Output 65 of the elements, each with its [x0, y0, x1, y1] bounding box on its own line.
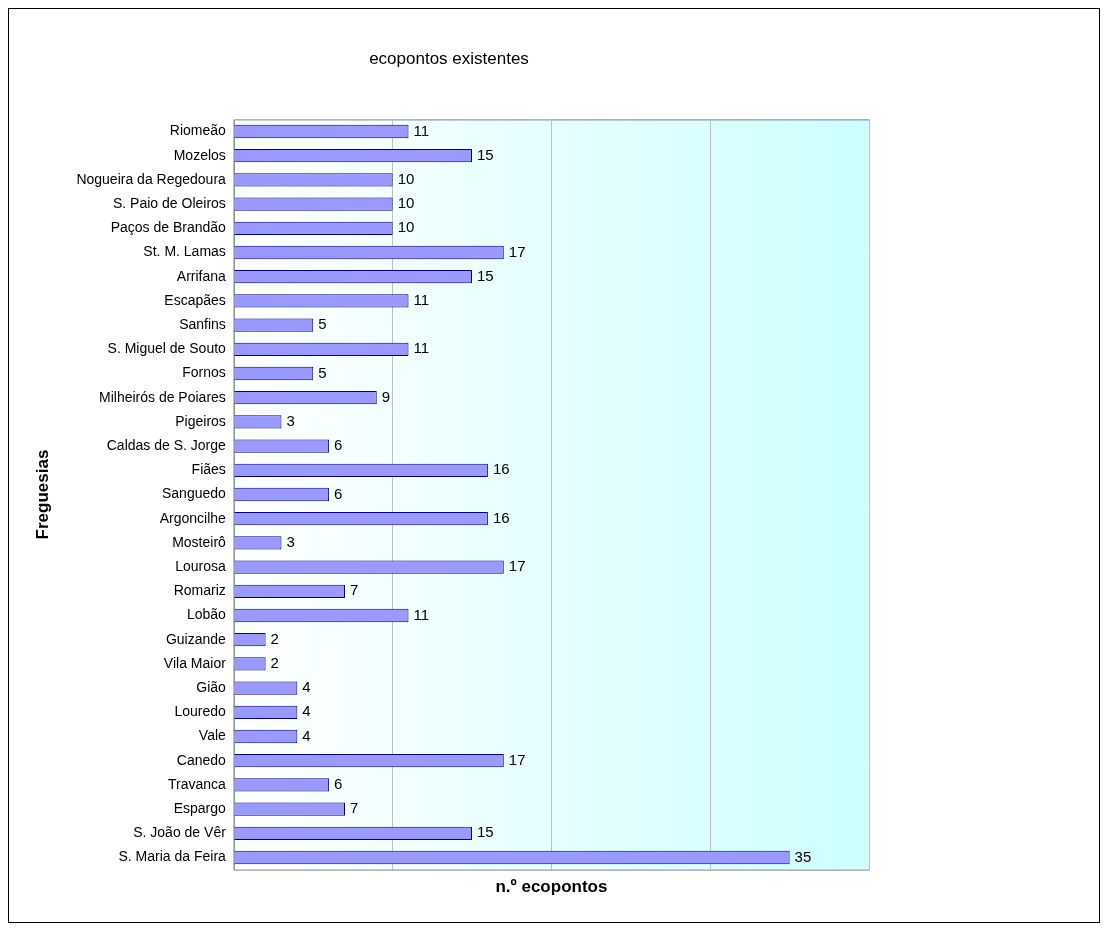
x-axis-title: n.º ecopontos	[495, 877, 608, 897]
data-label: 5	[318, 315, 327, 333]
data-label: 3	[286, 533, 295, 551]
y-tick-label: Lobão	[186, 606, 227, 623]
y-tick-label: Mozelos	[173, 146, 226, 163]
y-tick-label: Lourosa	[175, 557, 227, 574]
y-tick-label: Travanca	[168, 775, 227, 792]
data-label: 10	[397, 218, 415, 236]
data-label: 5	[318, 363, 327, 381]
data-label: 4	[302, 702, 311, 720]
y-tick-label: S. João de Vêr	[133, 824, 227, 841]
data-label: 9	[381, 387, 391, 405]
y-tick-label: Paços de Brandão	[110, 219, 227, 236]
y-tick-label: Vila Maior	[163, 654, 227, 671]
data-label: 35	[794, 847, 812, 865]
y-tick-label: Mosteirô	[172, 533, 227, 550]
y-tick-label: Gião	[196, 678, 227, 695]
data-label: 7	[349, 581, 359, 599]
y-tick-label: Vale	[198, 727, 227, 744]
y-tick-label: Milheirós de Poiares	[99, 388, 226, 405]
y-tick-label: Fornos	[182, 364, 226, 381]
y-tick-label: Sanfins	[179, 315, 226, 332]
y-tick-label: Sanguedo	[162, 485, 227, 502]
data-label: 4	[302, 678, 311, 696]
data-label: 17	[508, 242, 526, 260]
data-label: 17	[508, 750, 526, 768]
data-label: 6	[334, 775, 343, 793]
data-label: 6	[334, 484, 343, 502]
y-tick-label: S. Miguel de Souto	[107, 340, 227, 357]
y-tick-label: S. Paio de Oleiros	[113, 194, 226, 211]
data-label: 3	[286, 412, 295, 430]
y-tick-label: Escapães	[164, 291, 226, 308]
chart-title: ecopontos existentes	[369, 48, 529, 68]
y-axis-title: Freguesias	[32, 449, 52, 540]
data-label: 16	[492, 508, 510, 526]
data-label: 15	[477, 266, 494, 284]
data-label: 6	[334, 436, 343, 454]
y-tick-label: Caldas de S. Jorge	[106, 436, 227, 453]
y-tick-label: Espargo	[173, 799, 227, 816]
y-tick-label: Argoncilhe	[159, 509, 227, 526]
data-label: 15	[477, 145, 494, 163]
y-tick-label: Pigeiros	[175, 412, 226, 429]
data-label: 10	[397, 170, 415, 188]
data-label: 10	[397, 194, 415, 212]
y-tick-label: Guizande	[165, 630, 227, 647]
data-label: 11	[413, 605, 430, 623]
y-tick-label: Arrifana	[176, 267, 227, 284]
data-label: 11	[413, 339, 430, 357]
data-label: 11	[413, 291, 430, 309]
y-tick-label: Canedo	[176, 751, 227, 768]
y-tick-label: Riomeão	[169, 122, 227, 139]
y-tick-label: St. M. Lamas	[143, 243, 226, 260]
y-tick-label: Romariz	[173, 582, 226, 599]
data-label: 2	[270, 629, 279, 647]
y-tick-label: Louredo	[174, 703, 227, 720]
y-tick-label: Nogueira da Regedoura	[76, 170, 227, 187]
data-label: 4	[302, 726, 311, 744]
data-label: 11	[413, 121, 430, 139]
data-label: 17	[508, 557, 526, 575]
y-tick-label: S. Maria da Feira	[118, 848, 227, 865]
data-label: 15	[477, 823, 494, 841]
data-label: 16	[492, 460, 510, 478]
data-label: 2	[270, 654, 279, 672]
y-tick-label: Fiães	[191, 461, 226, 478]
data-label: 7	[349, 799, 359, 817]
